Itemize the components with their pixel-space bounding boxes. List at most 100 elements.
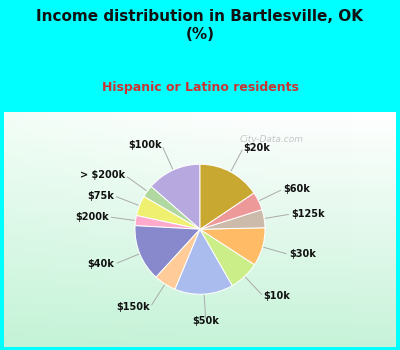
Bar (335, 112, 337, 346)
Bar (367, 112, 368, 346)
Bar (169, 112, 170, 346)
Bar (4, 263, 396, 265)
Bar (370, 112, 372, 346)
Wedge shape (136, 196, 200, 229)
Bar (355, 112, 357, 346)
Bar (92, 112, 94, 346)
Wedge shape (156, 229, 200, 289)
Bar (4, 276, 396, 277)
Bar (49, 112, 51, 346)
Bar (257, 112, 259, 346)
Bar (196, 112, 198, 346)
Bar (4, 317, 396, 318)
Bar (327, 112, 329, 346)
Bar (96, 112, 98, 346)
Bar (110, 112, 112, 346)
Bar (4, 152, 396, 153)
Bar (298, 112, 300, 346)
Bar (4, 168, 396, 169)
Bar (220, 112, 222, 346)
Bar (4, 145, 396, 146)
Bar (4, 243, 396, 245)
Bar (4, 281, 396, 282)
Bar (304, 112, 306, 346)
Bar (4, 210, 396, 212)
Bar (170, 112, 172, 346)
Bar (239, 112, 241, 346)
Bar (4, 257, 396, 259)
Bar (216, 112, 218, 346)
Bar (198, 112, 200, 346)
Bar (306, 112, 308, 346)
Bar (4, 300, 396, 301)
Bar (41, 112, 43, 346)
Bar (316, 112, 318, 346)
Bar (131, 112, 133, 346)
Bar (4, 140, 396, 141)
Bar (202, 112, 204, 346)
Bar (4, 253, 396, 254)
Bar (4, 133, 396, 134)
Bar (4, 185, 396, 186)
Bar (4, 312, 396, 313)
Bar (4, 273, 396, 274)
Bar (4, 269, 396, 270)
Text: $100k: $100k (128, 140, 162, 150)
Bar (269, 112, 270, 346)
Bar (65, 112, 67, 346)
Bar (4, 193, 396, 194)
Wedge shape (135, 226, 200, 277)
Bar (4, 165, 396, 166)
Bar (104, 112, 106, 346)
Bar (4, 262, 396, 263)
Bar (337, 112, 339, 346)
Bar (4, 322, 396, 323)
Bar (4, 266, 396, 267)
Bar (243, 112, 245, 346)
Text: $60k: $60k (283, 184, 310, 194)
Bar (80, 112, 82, 346)
Bar (4, 294, 396, 295)
Bar (4, 303, 396, 304)
Bar (35, 112, 37, 346)
Bar (382, 112, 384, 346)
Bar (69, 112, 71, 346)
Bar (4, 313, 396, 314)
Bar (130, 112, 131, 346)
Bar (247, 112, 249, 346)
Bar (324, 112, 326, 346)
Bar (200, 112, 202, 346)
Bar (4, 260, 396, 261)
Bar (4, 126, 396, 127)
Bar (76, 112, 78, 346)
Bar (4, 176, 396, 178)
Bar (4, 323, 396, 324)
Bar (329, 112, 331, 346)
Bar (4, 212, 396, 213)
Bar (4, 205, 396, 206)
Bar (4, 154, 396, 155)
Bar (151, 112, 153, 346)
Bar (4, 214, 396, 215)
Bar (4, 232, 396, 233)
Bar (372, 112, 374, 346)
Bar (326, 112, 327, 346)
Bar (4, 246, 396, 247)
Bar (133, 112, 135, 346)
Bar (149, 112, 151, 346)
Bar (122, 112, 124, 346)
Bar (310, 112, 312, 346)
Bar (4, 240, 396, 241)
Bar (4, 345, 396, 346)
Bar (4, 272, 396, 273)
Bar (61, 112, 63, 346)
Bar (63, 112, 65, 346)
Bar (4, 268, 396, 269)
Bar (361, 112, 363, 346)
Bar (4, 124, 396, 125)
Bar (359, 112, 361, 346)
Bar (55, 112, 57, 346)
Bar (4, 302, 396, 303)
Bar (235, 112, 237, 346)
Bar (4, 245, 396, 246)
